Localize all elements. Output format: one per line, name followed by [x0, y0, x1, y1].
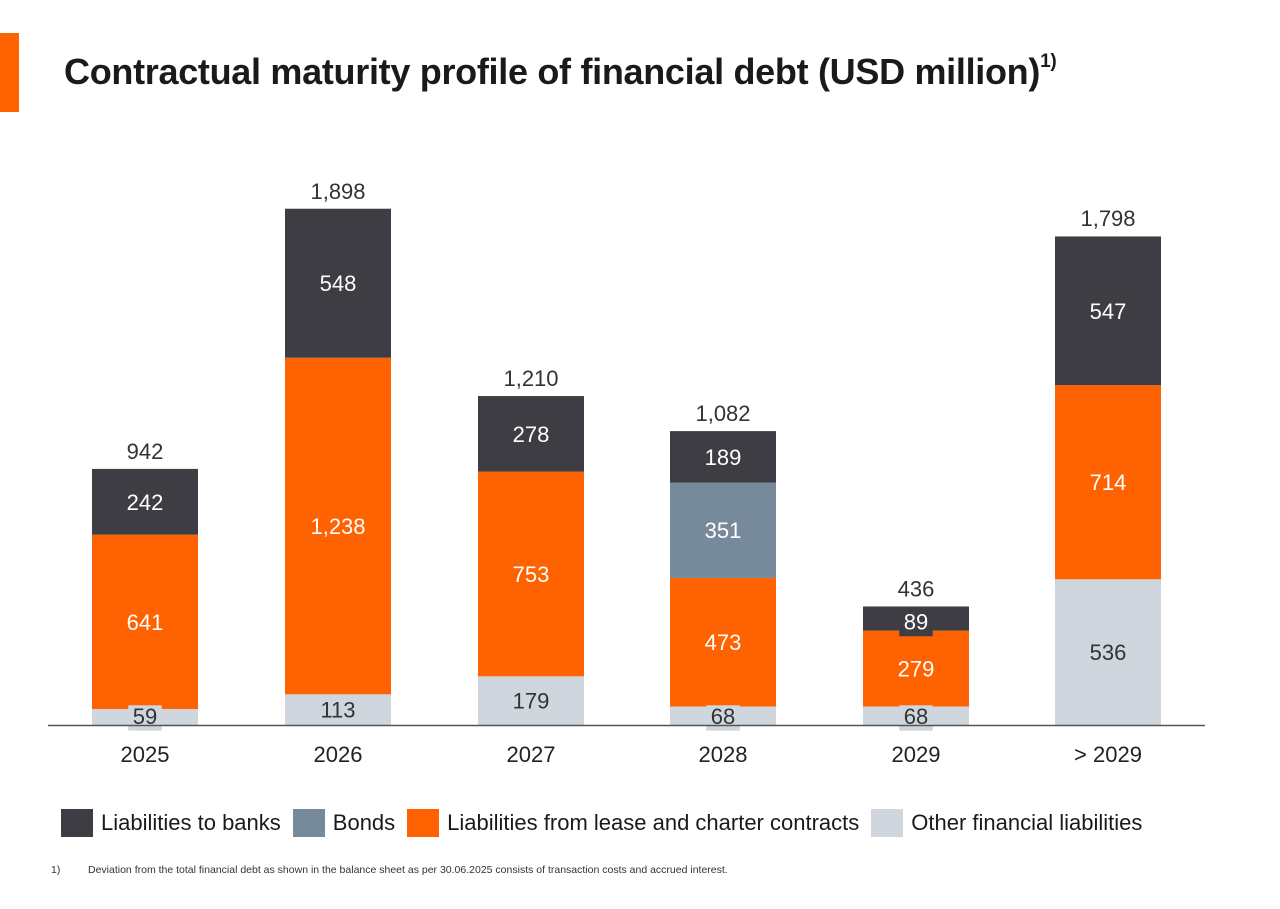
segment-label-lease-3: 473: [705, 630, 742, 655]
segment-label-lease-2: 753: [513, 562, 550, 587]
segment-label-banks-2: 278: [513, 422, 550, 447]
bar-segment-lease-0: [92, 534, 198, 709]
total-label-5: 1,798: [1080, 206, 1135, 231]
bar-segment-lease-4: [863, 630, 969, 707]
bar-segment-other-2: [478, 676, 584, 725]
legend-label-bonds: Bonds: [332, 810, 396, 835]
legend-label-other: Other financial liabilities: [911, 810, 1143, 835]
segment-label-other-1: 113: [320, 698, 355, 723]
total-label-2: 1,210: [503, 366, 558, 391]
bar-segment-bonds-3: [670, 482, 776, 578]
total-label-3: 1,082: [695, 401, 750, 426]
footnote: 1) Deviation from the total financial deb…: [51, 864, 728, 876]
bar-segment-other-1: [285, 694, 391, 725]
category-label-5: > 2029: [1074, 742, 1142, 767]
accent-bar: [0, 33, 19, 112]
bar-segment-lease-5: [1055, 385, 1161, 580]
legend-swatch-bonds: [292, 809, 325, 837]
segment-label-bonds-3: 351: [705, 518, 742, 543]
stacked-bar-chart: 5964124294220251131,2385481,898202617975…: [48, 179, 1205, 767]
category-label-0: 2025: [121, 742, 170, 767]
segment-label-lease-5: 714: [1090, 470, 1127, 495]
legend-item-bonds: Bonds: [292, 809, 396, 837]
total-label-0: 942: [127, 439, 164, 464]
segment-label-banks-4: 89: [904, 610, 928, 635]
legend-item-other: Other financial liabilities: [871, 809, 1142, 837]
legend-swatch-other: [871, 809, 904, 837]
bar-segment-banks-5: [1055, 236, 1161, 386]
bar-segment-lease-2: [478, 471, 584, 677]
segment-label-lease-4: 279: [898, 657, 935, 682]
bar-segment-other-5: [1055, 579, 1161, 725]
category-label-1: 2026: [314, 742, 363, 767]
legend-label-banks: Liabilities to banks: [101, 810, 281, 835]
segment-label-lease-0: 641: [127, 610, 164, 635]
bar-segment-banks-1: [285, 208, 391, 358]
bar-segment-banks-0: [92, 468, 198, 535]
category-label-2: 2027: [507, 742, 556, 767]
legend-swatch-banks: [61, 809, 93, 837]
chart-legend: Liabilities to banks Bonds Liabilities fro…: [61, 807, 1154, 839]
category-label-3: 2028: [699, 742, 748, 767]
bar-segment-banks-2: [478, 396, 584, 472]
total-label-1: 1,898: [310, 179, 365, 204]
footnote-mark: 1): [51, 864, 61, 876]
segment-label-other-5: 536: [1090, 640, 1127, 665]
segment-label-other-4-bg: [899, 705, 933, 731]
segment-label-banks-0: 242: [127, 490, 164, 515]
footnote-text: Deviation from the total financial debt …: [88, 864, 728, 876]
segment-label-banks-5: 547: [1090, 299, 1127, 324]
bar-segment-lease-3: [670, 577, 776, 707]
bar-segment-banks-3: [670, 431, 776, 483]
legend-label-lease: Liabilities from lease and charter contr…: [447, 810, 860, 835]
segment-label-banks-1: 548: [320, 271, 357, 296]
segment-label-other-2: 179: [513, 689, 550, 714]
segment-label-banks-3: 189: [705, 445, 742, 470]
legend-item-banks: Liabilities to banks: [61, 809, 281, 837]
total-label-4: 436: [898, 576, 935, 601]
segment-label-other-3-bg: [706, 705, 740, 731]
segment-label-banks-4-bg: [899, 610, 933, 637]
bar-segment-lease-1: [285, 357, 391, 695]
category-label-4: 2029: [892, 742, 941, 767]
title-footnote-mark: 1): [1040, 51, 1057, 72]
legend-swatch-lease: [407, 809, 440, 837]
segment-label-other-0-bg: [128, 705, 162, 731]
segment-label-lease-1: 1,238: [310, 514, 365, 539]
legend-item-lease: Liabilities from lease and charter contr…: [407, 809, 859, 837]
chart-title: Contractual maturity profile of financia…: [64, 51, 1057, 92]
